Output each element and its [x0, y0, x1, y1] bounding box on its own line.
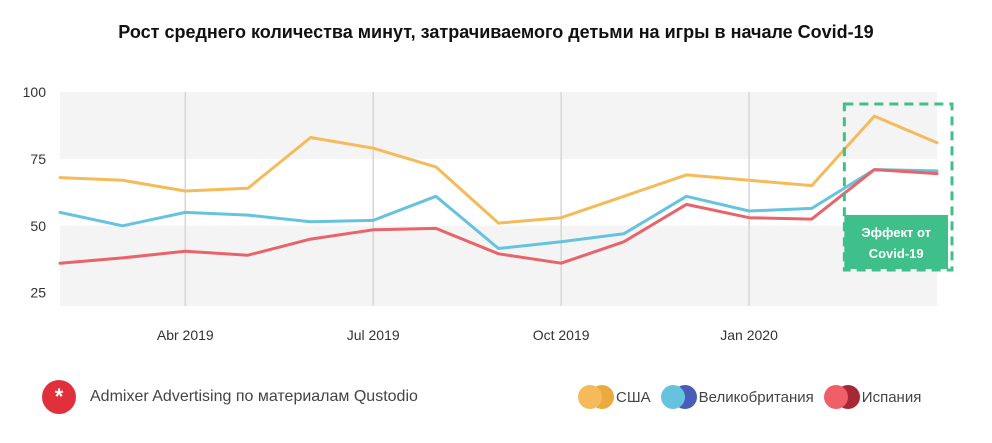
legend-item-usa: США	[578, 384, 651, 410]
series-line-uk	[58, 168, 939, 250]
swatch-uk-a	[660, 385, 685, 409]
legend-swatch-usa-icon	[578, 384, 614, 410]
plot-band-0	[60, 92, 937, 159]
y-tick-label-25: 25	[30, 285, 46, 301]
x-tick-label-3: Jan 2020	[720, 327, 778, 343]
source-credit: * Admixer Advertising по материалам Qust…	[42, 380, 418, 414]
y-tick-label-75: 75	[30, 151, 46, 167]
legend-label-uk: Великобритания	[698, 388, 814, 406]
admixer-logo-icon: *	[42, 380, 76, 414]
swatch-usa-a	[578, 385, 602, 409]
x-tick-label-0: Abr 2019	[157, 327, 214, 343]
series-line-spain	[58, 168, 939, 265]
plot-band-1	[60, 158, 937, 226]
chart-legend: США Великобритания Испания	[578, 380, 931, 414]
chart-title: Рост среднего количества минут, затрачив…	[118, 22, 874, 42]
legend-item-spain: Испания	[823, 384, 922, 410]
legend-label-spain: Испания	[861, 388, 922, 406]
covid-effect-label-box	[844, 215, 948, 269]
legend-swatch-spain-icon	[823, 384, 860, 410]
plot-band-2	[60, 225, 937, 306]
covid-effect-label-line2: Covid-19	[869, 246, 924, 261]
legend-item-uk: Великобритания	[660, 384, 814, 410]
series-line-usa	[58, 114, 939, 225]
legend-label-usa: США	[616, 388, 651, 406]
y-tick-label-100: 100	[23, 84, 47, 100]
covid-effect-dashed-box	[842, 102, 954, 272]
covid-effect-label-line1: Эффект от	[861, 225, 931, 240]
x-tick-label-2: Oct 2019	[533, 327, 590, 343]
swatch-spain-a	[823, 385, 848, 409]
legend-swatch-uk-icon	[660, 384, 697, 410]
y-tick-label-50: 50	[30, 218, 46, 234]
source-text: Admixer Advertising по материалам Qustod…	[90, 388, 418, 405]
x-tick-label-1: Jul 2019	[347, 327, 400, 343]
